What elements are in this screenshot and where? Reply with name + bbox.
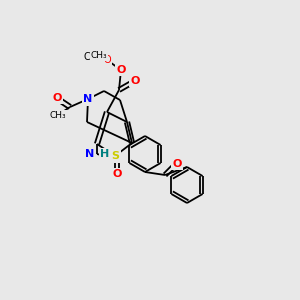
Text: O: O xyxy=(116,65,126,75)
Text: O: O xyxy=(172,159,182,169)
Text: O: O xyxy=(103,55,111,65)
Text: CH₃: CH₃ xyxy=(91,52,107,61)
Text: O: O xyxy=(112,169,122,179)
Text: S: S xyxy=(111,151,119,161)
Text: N: N xyxy=(83,94,93,104)
Text: O: O xyxy=(130,76,140,86)
Text: H: H xyxy=(100,149,109,159)
Text: N: N xyxy=(85,149,94,159)
Text: CH₃: CH₃ xyxy=(50,110,66,119)
Text: O: O xyxy=(52,93,62,103)
Text: CH₃: CH₃ xyxy=(84,52,102,62)
